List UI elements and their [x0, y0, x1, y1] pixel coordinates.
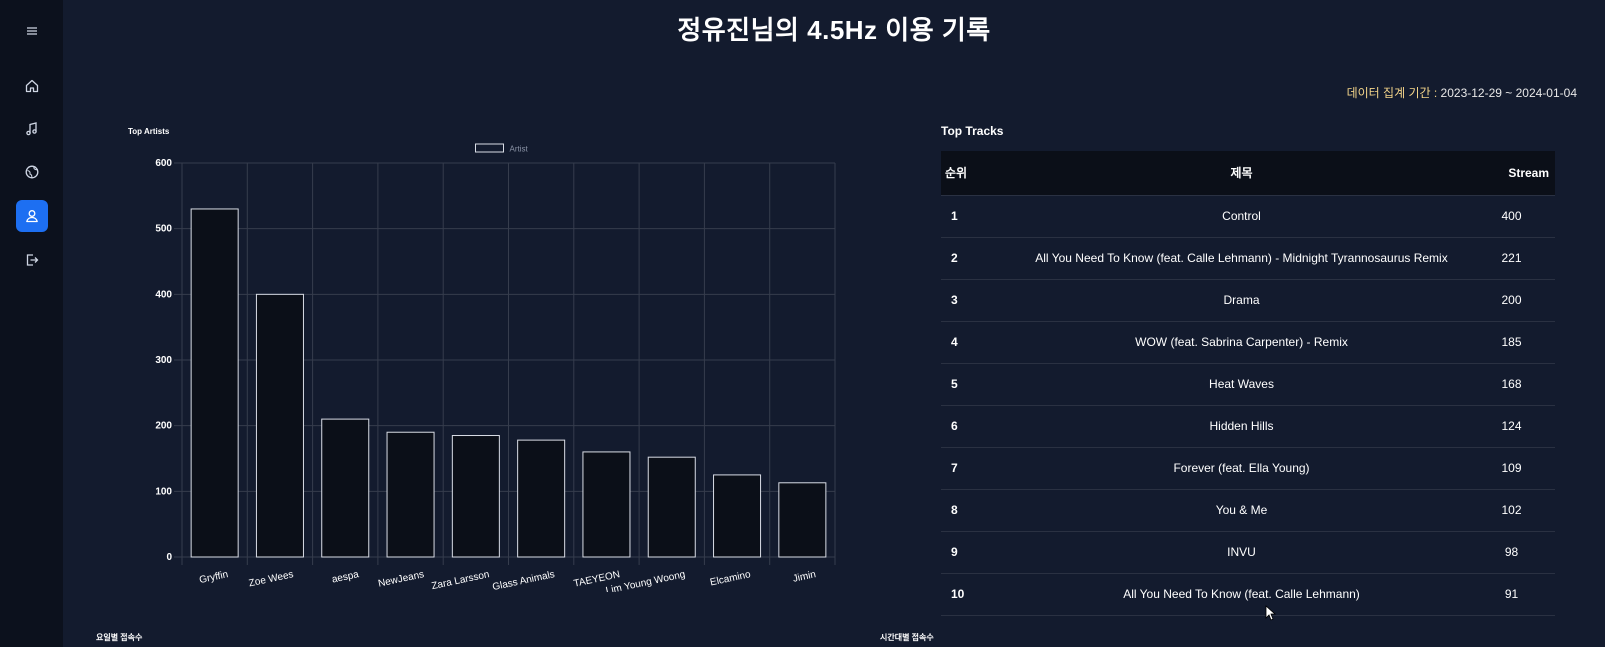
table-row: 7 Forever (feat. Ella Young) 109 [941, 447, 1555, 489]
hourly-visits-label: 시간대별 접속수 [880, 633, 934, 642]
x-tick-label: NewJeans [377, 569, 425, 589]
stream-cell: 102 [1501, 503, 1522, 517]
rank-cell: 7 [951, 461, 958, 475]
top-tracks-title: Top Tracks [941, 124, 1004, 138]
bar [451, 435, 500, 558]
sidebar-item-logout[interactable] [16, 244, 48, 276]
music-note-icon [26, 122, 37, 136]
aggregation-period: 데이터 집계 기간 : 2023-12-29 ~ 2024-01-04 [1347, 84, 1577, 101]
period-value: 2023-12-29 ~ 2024-01-04 [1440, 86, 1577, 100]
title-cell: Control [1222, 209, 1261, 223]
title-cell: Hidden Hills [1209, 419, 1274, 433]
y-tick-label: 300 [155, 355, 172, 366]
bar [713, 474, 762, 558]
table-row: 4 WOW (feat. Sabrina Carpenter) - Remix 18… [941, 321, 1555, 363]
stream-cell: 221 [1501, 251, 1522, 265]
globe-icon [25, 165, 39, 179]
rank-cell: 1 [951, 209, 958, 223]
y-tick-label: 500 [155, 224, 172, 235]
sidebar-item-global[interactable] [16, 156, 48, 188]
legend-label: Artist [510, 145, 529, 154]
y-tick-label: 200 [155, 421, 172, 432]
x-tick-label: Zara Larsson [431, 569, 491, 592]
title-header: 제목 [1230, 166, 1253, 181]
x-tick-label: Glass Animals [492, 569, 556, 592]
table-row: 2 All You Need To Know (feat. Calle Lehma… [941, 237, 1555, 279]
rank-cell: 9 [951, 545, 958, 559]
rank-cell: 6 [951, 419, 958, 433]
sidebar-item-music[interactable] [16, 113, 48, 145]
rank-cell: 3 [951, 293, 958, 307]
bar [517, 439, 566, 558]
stream-cell: 200 [1501, 293, 1522, 307]
x-tick-label: Elcamino [709, 569, 752, 588]
mouse-cursor-icon [1265, 605, 1277, 621]
title-cell: All You Need To Know (feat. Calle Lehman… [1035, 251, 1448, 265]
table-row: 8 You & Me 102 [941, 489, 1555, 531]
bar [778, 482, 827, 558]
rank-cell: 2 [951, 251, 958, 265]
top-artists-title: Top Artists [128, 127, 170, 136]
title-cell: INVU [1227, 545, 1256, 559]
menu-icon [27, 27, 37, 35]
rank-header: 순위 [945, 166, 968, 181]
stream-cell: 168 [1501, 377, 1522, 391]
table-header-row: 순위 제목 Stream [941, 151, 1555, 195]
bar [647, 456, 696, 558]
table-row: 10 All You Need To Know (feat. Calle Lehm… [941, 573, 1555, 615]
sidebar-item-profile[interactable] [16, 200, 48, 232]
y-tick-label: 400 [155, 289, 172, 300]
x-tick-label: aespa [331, 569, 360, 586]
table-row: 9 INVU 98 [941, 531, 1555, 573]
title-cell: You & Me [1215, 503, 1268, 517]
bar [582, 451, 631, 558]
y-tick-label: 0 [166, 552, 172, 563]
bar [321, 418, 370, 558]
x-tick-label: Zoe Wees [248, 569, 295, 589]
title-cell: WOW (feat. Sabrina Carpenter) - Remix [1135, 335, 1348, 349]
legend-swatch [475, 143, 504, 153]
x-tick-label: Jimin [792, 569, 817, 585]
x-tick-label: Gryffin [198, 569, 229, 586]
period-label: 데이터 집계 기간 : [1346, 86, 1438, 100]
y-tick-label: 600 [155, 158, 172, 169]
y-tick-label: 100 [155, 486, 172, 497]
rank-cell: 8 [951, 503, 958, 517]
bar [255, 293, 304, 558]
stream-cell: 91 [1504, 587, 1519, 601]
sidebar-item-home[interactable] [16, 70, 48, 102]
rank-cell: 10 [951, 587, 965, 601]
home-icon [25, 79, 39, 93]
stream-cell: 124 [1501, 419, 1522, 433]
title-cell: All You Need To Know (feat. Calle Lehman… [1123, 587, 1360, 601]
table-row: 1 Control 400 [941, 195, 1555, 237]
top-artists-chart: 0 100 200 300 400 500 600 Gryffin Zoe Wees aespa N… [155, 143, 836, 592]
weekday-visits-label: 요일별 접속수 [96, 633, 143, 642]
stream-cell: 98 [1504, 545, 1519, 559]
title-cell: Drama [1223, 293, 1260, 307]
logout-icon [26, 254, 39, 266]
rank-cell: 4 [951, 335, 958, 349]
table-row: 3 Drama 200 [941, 279, 1555, 321]
table-row: 6 Hidden Hills 124 [941, 405, 1555, 447]
stream-cell: 400 [1501, 209, 1522, 223]
title-cell: Heat Waves [1209, 377, 1274, 391]
user-icon [26, 210, 38, 223]
sidebar [0, 0, 63, 647]
title-cell: Forever (feat. Ella Young) [1173, 461, 1310, 475]
stream-header: Stream [1508, 165, 1549, 180]
top-tracks-table: 순위 제목 Stream 1 Control 400 2 All You Need T… [941, 151, 1555, 616]
stream-cell: 185 [1501, 335, 1522, 349]
rank-cell: 5 [951, 377, 958, 391]
bar [190, 208, 239, 558]
stream-cell: 109 [1501, 461, 1522, 475]
menu-button[interactable] [16, 15, 48, 47]
page-title: 정유진님의 4.5Hz 이용 기록 [677, 15, 991, 45]
table-row: 5 Heat Waves 168 [941, 363, 1555, 405]
bar [386, 431, 435, 558]
